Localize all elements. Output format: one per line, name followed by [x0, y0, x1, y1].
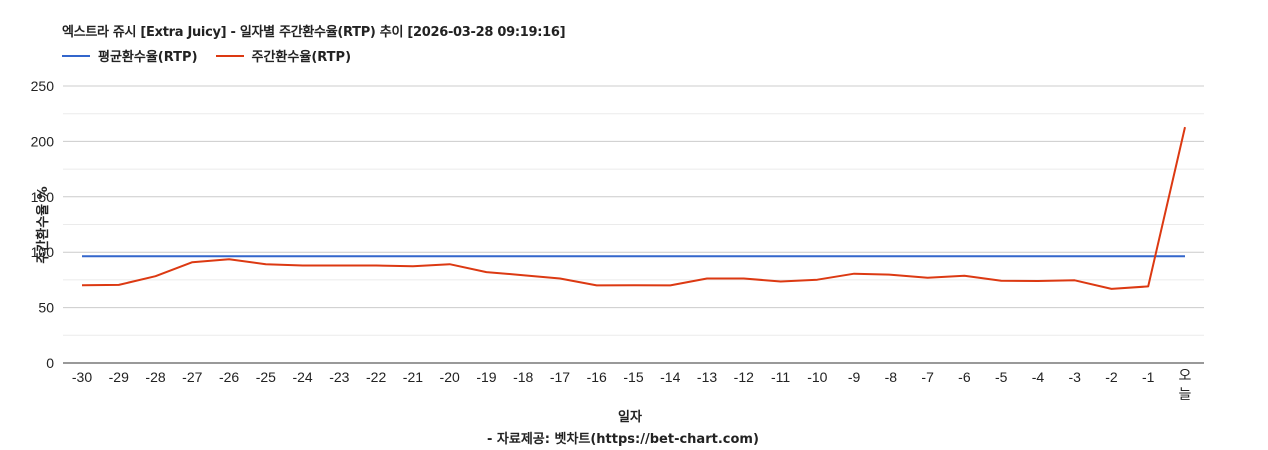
x-tick-label: -20	[440, 369, 460, 385]
x-tick-label: -17	[550, 369, 570, 385]
legend-item-average-rtp[interactable]: 평균환수율(RTP)	[62, 46, 198, 65]
x-tick-label: -14	[660, 369, 680, 385]
x-tick-label: -29	[109, 369, 129, 385]
x-axis-label-text: 일자	[618, 410, 642, 425]
x-axis-ticks: -30 -29 -28 -27 -26 -25 -24 -23 -22 -21 -20 -19 -18 -…	[72, 367, 1192, 402]
x-tick-label: -26	[219, 369, 239, 385]
legend-item-weekly-rtp[interactable]: 주간환수율(RTP)	[215, 46, 352, 65]
x-tick-label: -7	[921, 369, 934, 385]
x-tick-label: 오	[1179, 367, 1192, 383]
series-lines	[81, 126, 1186, 290]
x-tick-label: -19	[476, 369, 496, 385]
y-tick-label: 50	[38, 300, 54, 316]
x-tick-label: -11	[771, 369, 790, 385]
y-tick-label: 200	[31, 133, 55, 149]
x-tick-label: -23	[329, 369, 349, 385]
x-tick-label: -5	[995, 369, 1008, 385]
y-axis-label: 주간환수율 %	[35, 186, 51, 263]
chart-title: 엑스트라 쥬시 [Extra Juicy] - 일자별 주간환수율(RTP) 추…	[62, 25, 566, 40]
x-tick-label: -3	[1068, 369, 1081, 385]
y-tick-label: 100	[31, 244, 55, 260]
x-tick-label: -27	[182, 369, 202, 385]
x-tick-label: -21	[403, 369, 423, 385]
x-tick-label: -15	[623, 369, 643, 385]
x-tick-label: -28	[145, 369, 165, 385]
y-axis-ticks: 0 50 100 150 200 250	[31, 78, 55, 371]
x-tick-label: -25	[256, 369, 276, 385]
x-tick-label: -18	[513, 369, 533, 385]
y-tick-label: 150	[31, 189, 55, 205]
y-tick-label: 250	[31, 78, 55, 94]
x-tick-label: -9	[848, 369, 861, 385]
x-tick-label: -30	[72, 369, 92, 385]
legend: 평균환수율(RTP) 주간환수율(RTP)	[62, 46, 369, 65]
x-tick-label: -1	[1142, 369, 1155, 385]
weekly-rtp-line	[81, 126, 1186, 290]
x-tick-label: -6	[958, 369, 971, 385]
gridlines	[63, 85, 1204, 364]
x-tick-label: 늘	[1179, 386, 1192, 402]
x-tick-label: -8	[885, 369, 898, 385]
legend-swatch-red	[215, 54, 244, 57]
x-tick-label: -13	[697, 369, 717, 385]
x-tick-label: -22	[366, 369, 386, 385]
x-tick-label: -10	[807, 369, 827, 385]
x-tick-label: -4	[1032, 369, 1045, 385]
legend-label: 평균환수율(RTP)	[98, 50, 198, 65]
x-tick-label: -16	[587, 369, 607, 385]
x-tick-label: -12	[734, 369, 754, 385]
data-credit: - 자료제공: 벳차트(https://bet-chart.com)	[487, 432, 759, 447]
x-tick-label: -24	[292, 369, 312, 385]
y-tick-label: 0	[46, 355, 54, 371]
legend-label: 주간환수율(RTP)	[251, 50, 352, 65]
legend-swatch-blue	[62, 54, 90, 57]
x-tick-label: -2	[1105, 369, 1118, 385]
